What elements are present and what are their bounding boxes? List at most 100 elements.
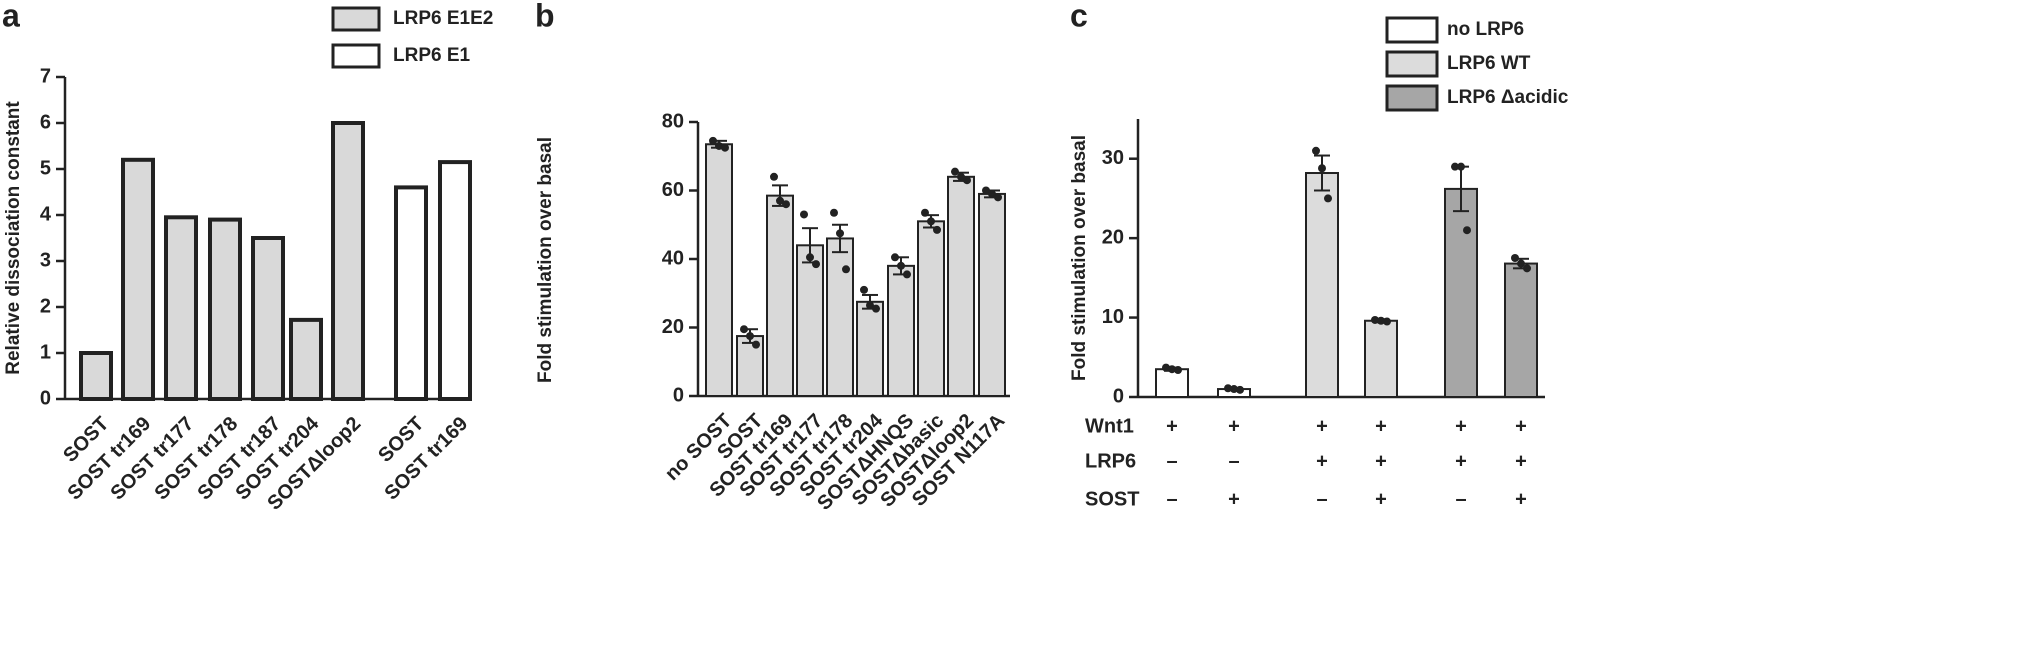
legend-swatch: [1385, 50, 1439, 78]
data-point: [903, 270, 911, 279]
legend-label: no LRP6: [1447, 19, 1524, 40]
condition-value: +: [1515, 450, 1527, 472]
condition-value: +: [1375, 450, 1387, 472]
condition-value: +: [1375, 488, 1387, 510]
data-point: [891, 253, 899, 262]
condition-value: +: [1375, 415, 1387, 437]
y-tick-label: 1: [40, 341, 51, 363]
condition-name: SOST: [1085, 488, 1139, 510]
data-point: [1168, 365, 1176, 374]
y-axis-label: Fold stimulation over basal: [1069, 135, 1090, 381]
condition-value: –: [1166, 488, 1177, 510]
bar: [766, 194, 794, 397]
data-point: [740, 325, 748, 334]
legend-label: LRP6 WT: [1447, 53, 1531, 74]
data-point: [812, 260, 820, 269]
y-tick-label: 30: [1102, 147, 1124, 169]
y-tick-label: 3: [40, 249, 51, 271]
condition-value: +: [1316, 450, 1328, 472]
data-point: [1463, 226, 1471, 235]
data-point: [836, 229, 844, 238]
data-point: [715, 141, 723, 150]
condition-value: +: [1228, 488, 1240, 510]
y-tick-label: 0: [673, 384, 684, 406]
bar: [947, 175, 975, 397]
y-tick-label: 0: [1113, 385, 1124, 407]
bar: [1155, 368, 1189, 399]
data-point: [951, 167, 959, 176]
bar: [289, 317, 323, 402]
panel-label: a: [2, 0, 20, 33]
bar: [856, 300, 884, 397]
data-point: [872, 304, 880, 313]
y-tick-label: 80: [662, 110, 684, 132]
data-point: [1371, 315, 1379, 324]
y-tick-label: 7: [40, 65, 51, 87]
data-point: [842, 265, 850, 274]
y-tick-label: 60: [662, 179, 684, 201]
y-tick-label: 6: [40, 111, 51, 133]
condition-value: –: [1316, 488, 1327, 510]
condition-value: –: [1228, 450, 1239, 472]
bar: [251, 236, 285, 401]
data-point: [770, 172, 778, 181]
legend-label: LRP6 E1: [393, 45, 471, 66]
condition-value: +: [1228, 415, 1240, 437]
bar: [164, 215, 198, 401]
bar: [1504, 262, 1538, 398]
condition-value: –: [1166, 450, 1177, 472]
bar: [826, 237, 854, 397]
data-point: [776, 196, 784, 205]
data-point: [752, 340, 760, 349]
data-point: [897, 261, 905, 270]
condition-value: +: [1166, 415, 1178, 437]
data-point: [860, 285, 868, 294]
legend-swatch: [331, 6, 381, 32]
bar: [887, 264, 915, 397]
legend-swatch: [1385, 84, 1439, 112]
data-point: [782, 200, 790, 209]
data-point: [988, 189, 996, 198]
bar: [208, 217, 242, 401]
data-point: [830, 208, 838, 217]
bar: [978, 192, 1006, 397]
data-point: [1162, 363, 1170, 372]
data-point: [1318, 164, 1326, 173]
data-point: [1451, 162, 1459, 171]
condition-value: +: [1455, 415, 1467, 437]
y-axis-label: Relative dissociation constant: [3, 101, 24, 375]
data-point: [709, 136, 717, 145]
bar: [1305, 172, 1339, 398]
bar: [1364, 319, 1398, 398]
panel-label: c: [1070, 0, 1088, 33]
data-point: [1523, 264, 1531, 273]
data-point: [721, 143, 729, 152]
bar: [917, 220, 945, 397]
data-point: [994, 193, 1002, 202]
condition-value: +: [1515, 415, 1527, 437]
legend-swatch: [331, 43, 381, 69]
bar: [438, 160, 472, 401]
data-point: [866, 301, 874, 310]
bar: [796, 244, 824, 397]
y-tick-label: 2: [40, 295, 51, 317]
y-tick-label: 4: [40, 203, 52, 225]
legend-swatch: [1385, 16, 1439, 44]
data-point: [1377, 316, 1385, 325]
data-point: [1236, 385, 1244, 394]
data-point: [1457, 162, 1465, 171]
condition-value: +: [1515, 488, 1527, 510]
condition-value: –: [1455, 488, 1466, 510]
y-tick-label: 20: [1102, 226, 1124, 248]
legend-label: LRP6 Δacidic: [1447, 87, 1569, 108]
y-tick-label: 10: [1102, 306, 1124, 328]
data-point: [1517, 259, 1525, 268]
data-point: [1230, 385, 1238, 394]
data-point: [921, 208, 929, 217]
data-point: [1383, 317, 1391, 326]
data-point: [1174, 365, 1182, 374]
y-tick-label: 5: [40, 157, 51, 179]
condition-name: Wnt1: [1085, 415, 1134, 437]
data-point: [963, 176, 971, 185]
